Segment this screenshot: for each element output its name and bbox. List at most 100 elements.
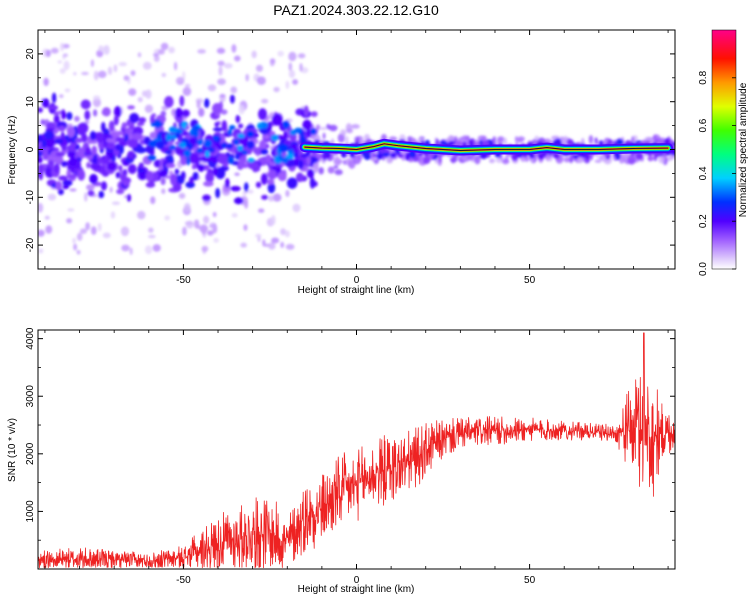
spectrogram-cell	[291, 143, 297, 152]
spectrogram-cell	[263, 134, 270, 139]
spectrogram-cell	[116, 188, 125, 195]
spectrogram-cell	[627, 154, 636, 165]
spectrogram-cell	[178, 192, 186, 199]
spectrogram-cell	[40, 119, 46, 126]
spectrogram-cell	[285, 80, 290, 90]
spectrogram-cell	[268, 242, 276, 250]
spectrogram-cell	[216, 47, 226, 54]
spectrogram-cell	[221, 120, 228, 132]
spectrogram-cell	[220, 109, 228, 115]
spectrogram-cell	[54, 138, 64, 145]
spectrogram-cell	[127, 150, 135, 159]
spectrogram-cell	[477, 135, 486, 141]
spectrogram-cell	[113, 105, 122, 118]
spectrogram-cell	[255, 181, 262, 188]
spectrogram-cell	[282, 120, 290, 129]
spectrogram-cell	[66, 218, 73, 224]
colorbar-tick-label: 0.8	[698, 70, 709, 84]
spectrogram-cell	[413, 155, 420, 162]
spectrogram-ridge	[299, 138, 674, 156]
spectrogram-cell	[47, 105, 59, 111]
spectrogram-cell	[91, 156, 99, 164]
spectrogram-cell	[217, 78, 226, 86]
spectrogram-cell	[187, 143, 193, 150]
spectrogram-cell	[306, 168, 315, 179]
spectrogram-cell	[197, 138, 204, 145]
spectrogram-cell	[635, 151, 644, 160]
spectrogram-x-label: Height of straight line (km)	[298, 285, 415, 296]
spectrogram-cell	[285, 243, 295, 250]
spectrogram-cell	[207, 230, 214, 236]
spectrogram-cell	[310, 128, 317, 135]
spectrogram-cell	[55, 180, 63, 191]
spectrogram-cell	[137, 210, 146, 220]
spectrogram-cell	[113, 64, 118, 73]
spectrogram-cell	[326, 123, 331, 130]
spectrogram-cell	[534, 135, 540, 141]
spectrogram-cell	[285, 189, 290, 198]
spectrogram-cell	[309, 176, 315, 189]
spectrogram-cell	[145, 170, 154, 182]
spectrogram-cell	[64, 88, 71, 93]
spectrogram-cell	[267, 169, 277, 180]
spectrogram-cell	[255, 233, 262, 238]
spectrogram-cell	[202, 194, 211, 202]
spectrogram-cell	[260, 173, 268, 185]
spectrogram-cell	[179, 95, 185, 107]
spectrogram-cell	[38, 164, 45, 174]
spectrogram-cell	[225, 178, 230, 189]
spectrogram-cell	[363, 153, 372, 161]
spectrogram-cell	[333, 156, 341, 166]
spectrogram-cell	[72, 237, 76, 244]
spectrogram-cell	[38, 156, 43, 164]
spectrogram-cell	[102, 107, 111, 117]
spectrogram-cell	[128, 124, 135, 130]
spectrogram-cell	[260, 148, 269, 155]
spectrogram-cell	[135, 146, 147, 154]
spectrogram-y-ticks: -20 -10 0 10 20	[25, 29, 675, 270]
spectrogram-cell	[267, 182, 276, 194]
spectrogram-cell	[268, 195, 275, 202]
spectrogram-cell	[185, 220, 194, 229]
y-tick-label: -20	[25, 237, 36, 252]
spectrogram-cell	[246, 140, 255, 150]
spectrogram-cell	[517, 136, 525, 142]
spectrogram-cell	[448, 140, 455, 145]
spectrogram-cell	[266, 179, 275, 185]
spectrogram-cell	[207, 84, 217, 92]
spectrogram-cell	[227, 129, 233, 135]
spectrogram-cell	[127, 138, 139, 148]
spectrogram-cell	[180, 171, 186, 180]
spectrogram-cell	[44, 130, 54, 140]
spectrogram-cell	[248, 161, 260, 168]
spectrogram-cell	[67, 126, 76, 138]
spectrogram-cell	[563, 156, 571, 163]
spectrogram-cell	[57, 60, 63, 64]
colorbar-scale	[711, 29, 737, 270]
spectrogram-cell	[450, 157, 456, 164]
spectrogram-cell	[38, 202, 44, 213]
spectrogram-cell	[238, 104, 245, 115]
spectrogram-cell	[78, 122, 89, 134]
spectrogram-cell	[196, 99, 201, 109]
spectrogram-cell	[622, 154, 630, 158]
y-tick-label: 1000	[25, 500, 36, 523]
spectrogram-cell	[155, 140, 165, 150]
spectrogram-cell	[51, 92, 57, 104]
spectrogram-cell	[243, 224, 248, 231]
spectrogram-cell	[545, 154, 551, 162]
spectrogram-cell	[93, 109, 98, 117]
spectrogram-cell	[165, 163, 176, 169]
spectrogram-cell	[81, 71, 89, 76]
spectrogram-cell	[466, 153, 475, 161]
spectrogram-cell	[73, 72, 77, 76]
spectrogram-cell	[53, 113, 60, 125]
spectrogram-cell	[247, 189, 254, 194]
spectrogram-cell	[161, 188, 166, 195]
spectrogram-cell	[213, 237, 219, 243]
spectrogram-cell	[397, 153, 404, 158]
x-tick-label: 0	[354, 575, 360, 586]
spectrogram-cell	[174, 168, 180, 175]
colorbar-tick-label: 0.2	[698, 214, 709, 228]
spectrogram-cell	[242, 191, 247, 196]
